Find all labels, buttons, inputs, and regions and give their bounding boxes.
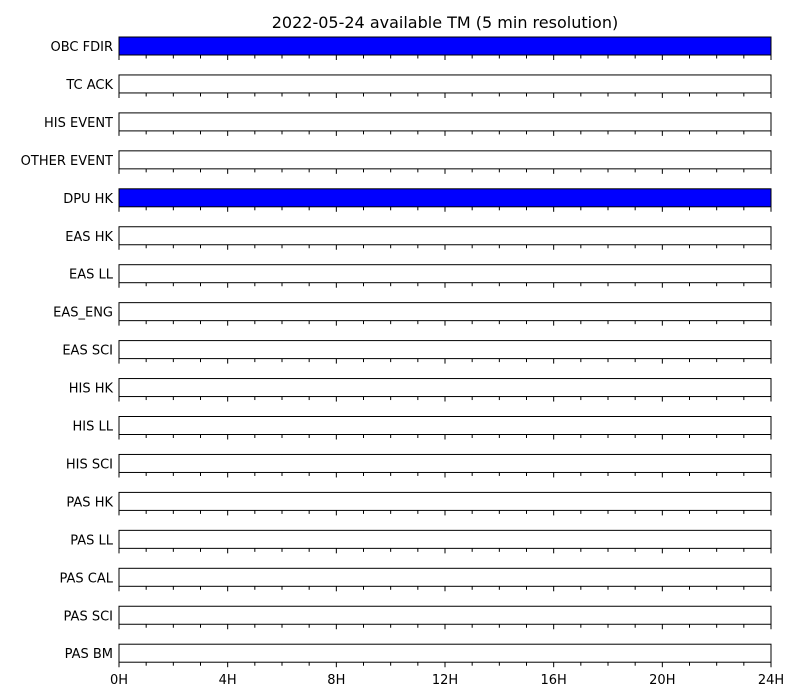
x-tick-label: 12H [432, 673, 458, 688]
panel: PAS LL [70, 529, 772, 554]
x-tick-label: 20H [649, 673, 675, 688]
panel: PAS SCI [64, 605, 772, 630]
panels: OBC FDIR TC ACK HIS EVENT OTHER EVENT DPU HK… [21, 36, 784, 688]
series-label: DPU HK [63, 192, 113, 207]
chart-title: 2022-05-24 available TM (5 min resolutio… [272, 13, 618, 32]
panel: HIS LL [73, 416, 772, 440]
panel-frame [118, 567, 772, 587]
series-label: HIS EVENT [44, 116, 113, 131]
series-label: HIS HK [69, 382, 114, 397]
series-label: EAS_ENG [53, 306, 113, 321]
panel-frame [118, 529, 772, 549]
panel: HIS HK [69, 378, 772, 402]
panel: EAS LL [69, 264, 772, 288]
series-label: HIS LL [73, 420, 114, 435]
panel-frame [118, 264, 772, 284]
availability-bar [119, 188, 771, 207]
series-label: EAS HK [65, 230, 113, 245]
panel-frame [118, 416, 772, 435]
panel: DPU HK [63, 188, 772, 212]
x-tick-label: 24H [758, 673, 784, 688]
panel: OTHER EVENT [21, 150, 772, 174]
panel: OBC FDIR [51, 36, 772, 60]
series-label: EAS SCI [62, 344, 113, 359]
panel: TC ACK [65, 74, 772, 98]
panel-frame [118, 643, 772, 663]
panel-frame [118, 340, 772, 360]
series-label: HIS SCI [66, 457, 113, 472]
x-tick-label: 4H [219, 673, 237, 688]
series-label: OBC FDIR [51, 40, 114, 55]
availability-bar [119, 37, 771, 55]
panel: PAS CAL [60, 567, 772, 592]
panel-frame [118, 74, 772, 94]
panel: EAS HK [65, 226, 772, 250]
x-tick-label: 16H [541, 673, 567, 688]
panel-frame [118, 302, 772, 322]
series-label: TC ACK [65, 78, 113, 93]
panel: EAS_ENG [53, 302, 772, 326]
series-label: OTHER EVENT [21, 154, 113, 169]
panel-frame [118, 453, 772, 473]
series-label: PAS BM [65, 647, 113, 662]
panel-frame [118, 378, 772, 398]
panel: EAS SCI [62, 340, 772, 364]
panel-frame [118, 112, 772, 132]
series-label: PAS SCI [64, 609, 113, 624]
panel: PAS HK [66, 491, 772, 516]
panel-frame [118, 226, 772, 246]
series-label: PAS HK [66, 495, 113, 510]
panel-frame [118, 491, 772, 511]
panel: HIS EVENT [44, 112, 772, 136]
panel-frame [118, 150, 772, 170]
x-tick-label: 8H [327, 673, 345, 688]
series-label: PAS LL [70, 533, 114, 548]
panel-frame [118, 605, 772, 625]
x-tick-label: 0H [110, 673, 128, 688]
series-label: EAS LL [69, 268, 114, 283]
series-label: PAS CAL [60, 571, 114, 586]
panel: PAS BM [65, 643, 772, 668]
panel: HIS SCI [66, 453, 772, 478]
